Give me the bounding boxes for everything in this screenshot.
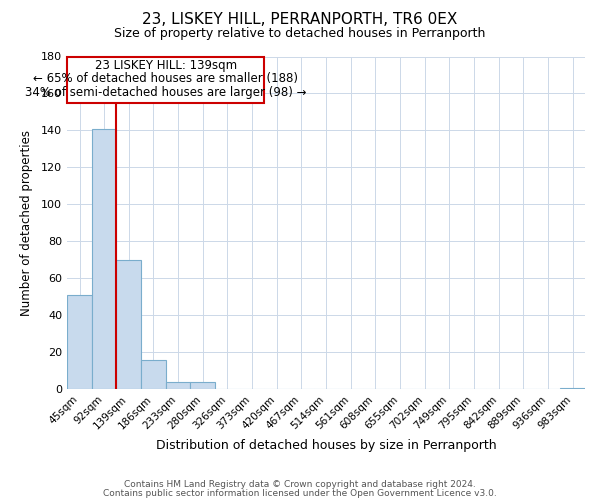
X-axis label: Distribution of detached houses by size in Perranporth: Distribution of detached houses by size … xyxy=(156,440,496,452)
Bar xyxy=(92,128,116,390)
Text: 34% of semi-detached houses are larger (98) →: 34% of semi-detached houses are larger (… xyxy=(25,86,307,98)
Bar xyxy=(560,388,585,390)
Bar xyxy=(166,382,190,390)
Text: Size of property relative to detached houses in Perranporth: Size of property relative to detached ho… xyxy=(115,28,485,40)
FancyBboxPatch shape xyxy=(67,56,265,102)
Text: 23, LISKEY HILL, PERRANPORTH, TR6 0EX: 23, LISKEY HILL, PERRANPORTH, TR6 0EX xyxy=(142,12,458,28)
Text: 23 LISKEY HILL: 139sqm: 23 LISKEY HILL: 139sqm xyxy=(95,60,237,72)
Text: Contains public sector information licensed under the Open Government Licence v3: Contains public sector information licen… xyxy=(103,488,497,498)
Bar xyxy=(67,295,92,390)
Text: Contains HM Land Registry data © Crown copyright and database right 2024.: Contains HM Land Registry data © Crown c… xyxy=(124,480,476,489)
Y-axis label: Number of detached properties: Number of detached properties xyxy=(20,130,33,316)
Bar xyxy=(141,360,166,390)
Bar xyxy=(190,382,215,390)
Text: ← 65% of detached houses are smaller (188): ← 65% of detached houses are smaller (18… xyxy=(34,72,298,86)
Bar xyxy=(116,260,141,390)
